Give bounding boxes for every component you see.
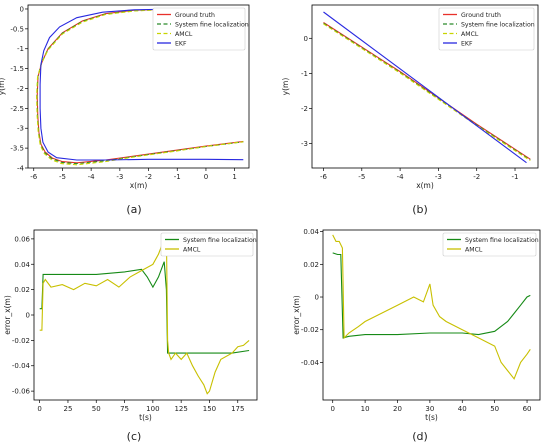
y-tick-label: -0.04 <box>12 362 31 370</box>
x-tick-label: 25 <box>63 405 72 413</box>
series-line-3 <box>39 8 244 161</box>
x-tick-label: 175 <box>231 405 244 413</box>
y-tick-label: 0.04 <box>303 228 319 236</box>
y-tick-label: -1 <box>17 45 24 53</box>
y-tick-label: -0.02 <box>301 326 319 334</box>
caption-a: (a) <box>126 203 141 216</box>
x-tick-label: 20 <box>393 405 402 413</box>
y-tick-label: 0.06 <box>14 235 30 243</box>
x-tick-label: -3 <box>435 173 442 181</box>
legend-box <box>152 7 246 51</box>
y-tick-label: 0 <box>315 294 319 302</box>
caption-c: (c) <box>127 430 142 443</box>
y-tick-label: -0.04 <box>301 359 320 367</box>
y-tick-label: 0.02 <box>303 261 319 269</box>
x-tick-label: 40 <box>458 405 467 413</box>
y-tick-label: -0.06 <box>12 388 31 396</box>
y-axis-label: error_x(m) <box>3 295 12 335</box>
x-tick-label: 10 <box>361 405 370 413</box>
legend-entry: EKF <box>175 41 187 48</box>
x-tick-label: 1 <box>232 173 236 181</box>
chart-panel-d: 0 10 20 30 40 50 60 0.04 0.02 0 -0.02 -0.04 t(s) erro… <box>292 228 541 422</box>
x-tick-label: -6 <box>320 173 328 181</box>
x-tick-label: -5 <box>59 173 66 181</box>
x-tick-label: 60 <box>523 405 532 413</box>
legend-entry: AMCL <box>175 31 193 38</box>
x-tick-label: 125 <box>174 405 187 413</box>
x-tick-label: 0 <box>204 173 208 181</box>
x-axis-label: t(s) <box>139 413 152 422</box>
series-line-0 <box>332 252 531 339</box>
legend-box <box>160 232 254 257</box>
legend-box <box>438 7 535 51</box>
y-tick-label: 0 <box>20 5 24 13</box>
x-tick-label: -2 <box>145 173 152 181</box>
y-tick-label: 0.02 <box>14 286 30 294</box>
y-tick-label: -3 <box>17 125 24 133</box>
legend-entry: EKF <box>461 41 473 48</box>
y-tick-label: 0.04 <box>14 261 30 269</box>
y-tick-label: -1.5 <box>10 65 24 73</box>
x-tick-label: -4 <box>88 173 96 181</box>
plot-area <box>322 229 541 401</box>
series-line-0 <box>36 8 244 164</box>
y-axis-label: y(m) <box>281 78 290 96</box>
caption-d: (d) <box>412 430 428 443</box>
y-tick-label: -0.5 <box>10 25 24 33</box>
y-tick-label: 0 <box>304 35 308 43</box>
y-tick-label: -2.5 <box>10 105 24 113</box>
series-line-1 <box>332 234 531 380</box>
series-line-2 <box>323 23 531 162</box>
x-tick-label: 30 <box>425 405 434 413</box>
legend-entry: System fine localization <box>175 22 249 29</box>
x-tick-label: 0 <box>37 405 41 413</box>
chart-panel-a: -6 -5 -4 -3 -2 -1 0 1 0 -0.5 -1 -1.5 -2 -2.5 -3 -3.5 -4 x… <box>0 4 250 190</box>
legend-entry: AMCL <box>465 247 483 254</box>
y-tick-label: 0 <box>26 312 30 320</box>
y-tick-label: -2 <box>17 85 24 93</box>
x-axis-label: x(m) <box>130 181 148 190</box>
legend-entry: System fine localization <box>465 237 539 244</box>
x-tick-label: 100 <box>146 405 159 413</box>
y-axis-label: error_x(m) <box>292 295 301 335</box>
x-tick-label: 0 <box>330 405 334 413</box>
chart-panel-b: -6 -5 -4 -3 -2 -10-1-2-3x(m)y(m)Ground truthS… <box>281 4 539 190</box>
y-tick-label: -1 <box>301 70 308 78</box>
legend-entry: AMCL <box>183 247 201 254</box>
chart-panel-c: 0 25 50 75 100 125 150 175 0.06 0.04 0.02 0 -0.02 -0.… <box>3 229 258 422</box>
x-axis-label: x(m) <box>416 181 434 190</box>
y-axis-label: y(m) <box>0 78 6 96</box>
legend-box <box>442 232 537 257</box>
y-tick-label: -2 <box>301 105 308 113</box>
x-tick-label: -1 <box>174 173 181 181</box>
legend-entry: AMCL <box>461 31 479 38</box>
y-tick-label: -0.02 <box>12 337 30 345</box>
x-tick-label: -6 <box>30 173 38 181</box>
x-tick-label: -3 <box>116 173 123 181</box>
legend-entry: System fine localization <box>461 22 535 29</box>
x-tick-label: 50 <box>92 405 101 413</box>
legend-entry: System fine localization <box>183 237 257 244</box>
y-tick-label: -3.5 <box>10 145 24 153</box>
legend-entry: Ground truth <box>461 12 501 19</box>
caption-b: (b) <box>412 203 428 216</box>
x-tick-label: -4 <box>397 173 405 181</box>
x-tick-label: 50 <box>490 405 499 413</box>
y-tick-label: -3 <box>301 140 308 148</box>
x-tick-label: -2 <box>473 173 480 181</box>
y-tick-label: -4 <box>17 165 25 173</box>
series-line-1 <box>323 22 531 161</box>
legend-entry: Ground truth <box>175 12 215 19</box>
x-tick-label: -1 <box>512 173 519 181</box>
x-tick-label: -5 <box>358 173 365 181</box>
x-tick-label: 150 <box>203 405 216 413</box>
series-line-2 <box>36 8 244 166</box>
plot-area <box>33 229 258 401</box>
x-tick-label: 75 <box>120 405 129 413</box>
x-axis-label: t(s) <box>425 413 438 422</box>
series-line-3 <box>323 11 527 164</box>
